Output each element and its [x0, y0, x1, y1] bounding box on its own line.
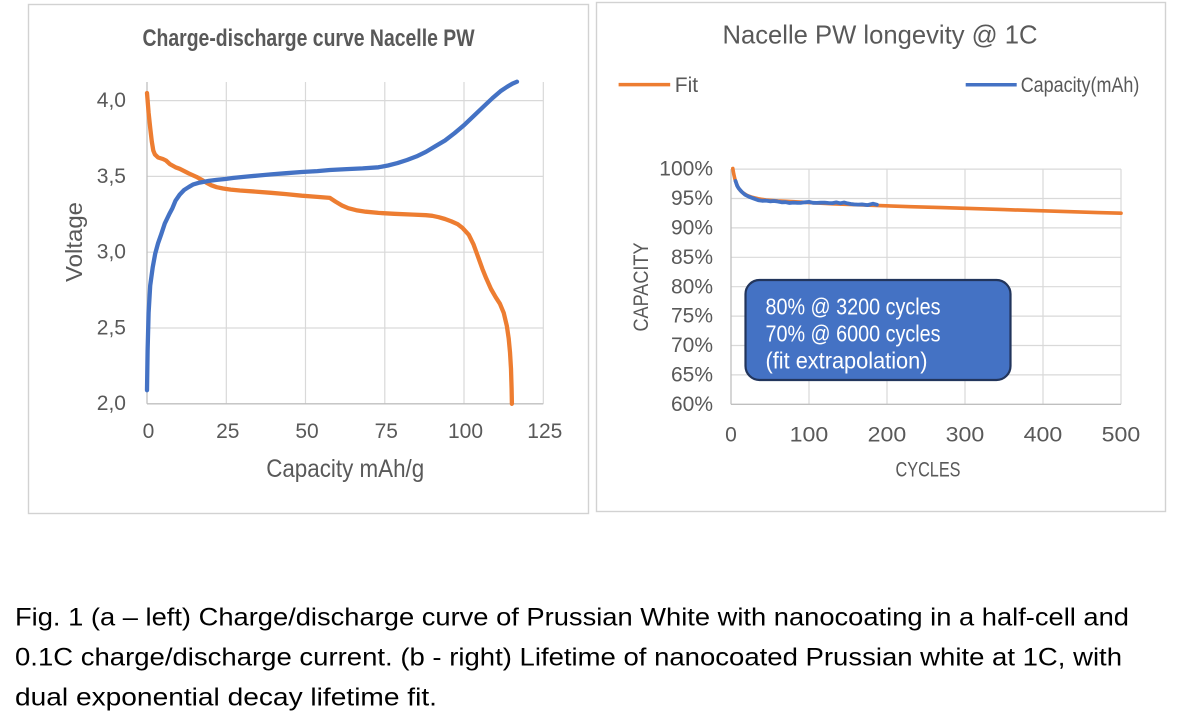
- svg-text:Nacelle PW longevity @ 1C: Nacelle PW longevity @ 1C: [723, 20, 1038, 50]
- svg-text:75: 75: [375, 420, 398, 443]
- svg-text:80% @ 3200 cycles: 80% @ 3200 cycles: [766, 294, 941, 320]
- svg-text:400: 400: [1024, 424, 1063, 447]
- svg-text:Fit: Fit: [675, 74, 698, 97]
- svg-text:CAPACITY: CAPACITY: [630, 243, 653, 332]
- svg-text:3,0: 3,0: [97, 241, 126, 264]
- svg-text:4,0: 4,0: [97, 89, 126, 112]
- svg-text:dual exponential decay lifetim: dual exponential decay lifetime fit.: [15, 683, 437, 711]
- svg-text:90%: 90%: [671, 217, 713, 240]
- svg-text:(fit extrapolation): (fit extrapolation): [766, 347, 928, 373]
- svg-text:Voltage: Voltage: [61, 202, 87, 282]
- svg-text:65%: 65%: [671, 364, 713, 387]
- svg-text:100: 100: [448, 420, 483, 443]
- svg-text:500: 500: [1102, 424, 1141, 447]
- svg-text:95%: 95%: [671, 187, 713, 210]
- svg-text:70%: 70%: [671, 334, 713, 357]
- svg-text:3,5: 3,5: [97, 165, 126, 188]
- svg-text:Capacity(mAh): Capacity(mAh): [1021, 74, 1140, 97]
- svg-text:Fig. 1 (a – left) Charge/disch: Fig. 1 (a – left) Charge/discharge curve…: [15, 603, 1129, 631]
- svg-text:0: 0: [143, 420, 155, 443]
- svg-text:25: 25: [216, 420, 239, 443]
- svg-text:100: 100: [790, 424, 829, 447]
- svg-text:2,0: 2,0: [97, 392, 126, 415]
- svg-text:85%: 85%: [671, 246, 713, 269]
- svg-text:2,5: 2,5: [97, 316, 126, 339]
- svg-text:300: 300: [946, 424, 985, 447]
- svg-text:100%: 100%: [659, 158, 713, 181]
- svg-text:0: 0: [725, 424, 737, 447]
- svg-text:60%: 60%: [671, 393, 713, 416]
- svg-text:0.1C charge/discharge current.: 0.1C charge/discharge current. (b - righ…: [15, 643, 1122, 671]
- svg-text:125: 125: [527, 420, 562, 443]
- svg-text:Capacity mAh/g: Capacity mAh/g: [266, 455, 424, 483]
- svg-text:200: 200: [868, 424, 907, 447]
- svg-text:CYCLES: CYCLES: [896, 459, 961, 482]
- svg-text:80%: 80%: [671, 275, 713, 298]
- svg-text:70% @ 6000 cycles: 70% @ 6000 cycles: [766, 321, 941, 347]
- svg-text:75%: 75%: [671, 305, 713, 328]
- svg-text:Charge-discharge curve Nacelle: Charge-discharge curve Nacelle PW: [143, 25, 475, 52]
- svg-text:50: 50: [295, 420, 318, 443]
